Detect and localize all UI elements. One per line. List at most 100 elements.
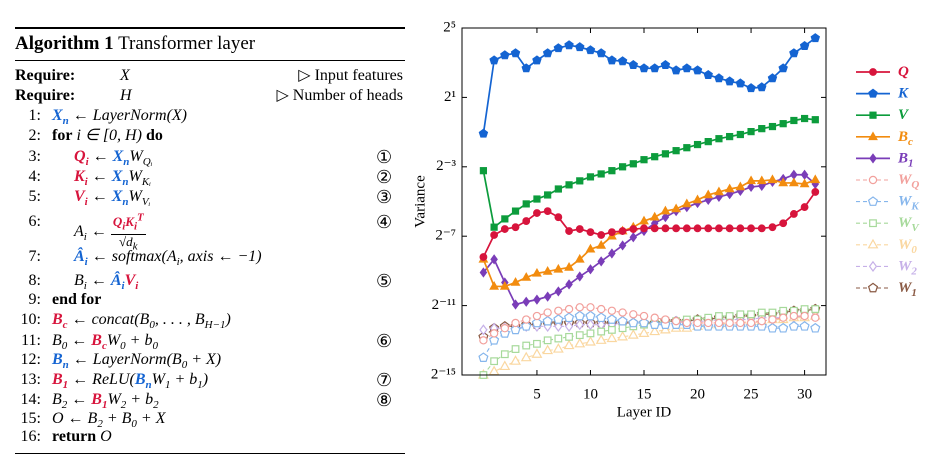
code-text: W bbox=[129, 148, 143, 165]
marker bbox=[533, 195, 541, 203]
y-axis-label: Variance bbox=[412, 175, 428, 228]
code: Ki ← XnWKᵢ bbox=[74, 166, 151, 193]
marker bbox=[586, 173, 595, 181]
code-text: ← softmax(A bbox=[87, 248, 177, 265]
marker bbox=[576, 177, 584, 185]
marker bbox=[639, 311, 649, 321]
marker bbox=[800, 311, 809, 321]
marker bbox=[811, 305, 820, 313]
algorithm-row: 15: O ← B2 + B0 + X bbox=[0, 408, 405, 430]
y-tick-label: 2⁻³ bbox=[436, 158, 456, 174]
code-part: Vi bbox=[125, 272, 139, 292]
marker bbox=[553, 43, 564, 53]
marker bbox=[627, 329, 639, 339]
marker bbox=[799, 41, 810, 51]
marker bbox=[586, 228, 595, 237]
code: Bn ← LayerNorm(B0 + X) bbox=[52, 349, 221, 376]
line-number: 7: bbox=[28, 248, 41, 265]
marker bbox=[724, 183, 735, 193]
marker bbox=[736, 130, 744, 139]
line-number: 11: bbox=[21, 332, 41, 349]
subscript: i bbox=[121, 280, 125, 293]
algorithm-label: Algorithm 1 bbox=[15, 33, 114, 54]
step-marker: ③ bbox=[376, 187, 393, 207]
marker bbox=[868, 88, 878, 98]
x-tick-label: 30 bbox=[797, 386, 812, 402]
marker bbox=[575, 42, 585, 52]
legend-name: B bbox=[897, 151, 908, 167]
marker bbox=[736, 318, 745, 328]
subscript: i bbox=[84, 176, 88, 189]
marker bbox=[511, 223, 520, 232]
step-marker: ⑦ bbox=[376, 370, 393, 390]
marker bbox=[671, 65, 681, 75]
marker bbox=[649, 211, 660, 221]
marker bbox=[746, 175, 756, 185]
marker bbox=[586, 264, 595, 275]
marker bbox=[574, 310, 585, 321]
marker bbox=[778, 63, 788, 73]
marker bbox=[617, 315, 628, 326]
marker bbox=[489, 281, 500, 290]
marker bbox=[867, 196, 879, 206]
series bbox=[478, 33, 821, 138]
marker bbox=[500, 50, 510, 60]
code-text: + X) bbox=[187, 351, 222, 368]
marker bbox=[682, 224, 691, 233]
marker bbox=[522, 296, 531, 307]
marker bbox=[672, 147, 680, 155]
legend-name: W bbox=[898, 280, 913, 296]
marker bbox=[756, 175, 767, 185]
marker bbox=[617, 56, 628, 66]
step-marker: ② bbox=[376, 167, 393, 187]
code-text: B bbox=[52, 311, 63, 328]
marker bbox=[522, 217, 531, 225]
marker bbox=[715, 224, 723, 233]
marker bbox=[726, 132, 734, 141]
marker bbox=[490, 223, 498, 231]
marker bbox=[575, 303, 584, 312]
x-tick-label: 10 bbox=[583, 386, 598, 402]
marker bbox=[768, 223, 777, 232]
code-text: ← ReLU( bbox=[68, 371, 135, 388]
legend-label: WV bbox=[898, 216, 920, 234]
legend-name: W bbox=[898, 172, 913, 188]
marker bbox=[703, 189, 714, 199]
marker bbox=[693, 318, 702, 328]
marker bbox=[767, 73, 778, 83]
code-part: W2 bbox=[107, 391, 126, 411]
code-part: WVᵢ bbox=[129, 188, 151, 208]
series-line bbox=[482, 178, 816, 288]
marker bbox=[747, 128, 755, 136]
series bbox=[479, 114, 819, 231]
code-part: end for bbox=[52, 291, 101, 308]
code-text: ) bbox=[225, 311, 231, 328]
series bbox=[478, 174, 821, 290]
code-part: Ki bbox=[74, 168, 88, 189]
marker bbox=[779, 306, 788, 315]
marker bbox=[810, 322, 821, 333]
code-text: K bbox=[74, 168, 85, 185]
marker bbox=[520, 351, 532, 362]
code-text: + b bbox=[170, 371, 198, 388]
marker bbox=[532, 267, 542, 277]
code-text: X bbox=[111, 168, 123, 185]
code-part: , axis ← −1) bbox=[180, 248, 262, 265]
marker bbox=[490, 254, 498, 265]
marker bbox=[661, 315, 670, 324]
code: end for bbox=[52, 289, 101, 311]
marker bbox=[683, 144, 691, 152]
code-part: Xn bbox=[113, 148, 130, 168]
subscript: n bbox=[145, 379, 152, 392]
subscript: 2 bbox=[97, 418, 103, 431]
marker bbox=[510, 48, 521, 58]
line-number: 14: bbox=[20, 391, 41, 408]
comment: ▷ Number of heads bbox=[276, 87, 404, 104]
line-number: 3: bbox=[28, 148, 41, 165]
code-part: Âi bbox=[111, 272, 125, 293]
code-text: K bbox=[125, 214, 134, 230]
marker bbox=[552, 343, 564, 353]
marker bbox=[747, 224, 755, 233]
marker bbox=[544, 191, 552, 199]
marker bbox=[704, 224, 713, 233]
